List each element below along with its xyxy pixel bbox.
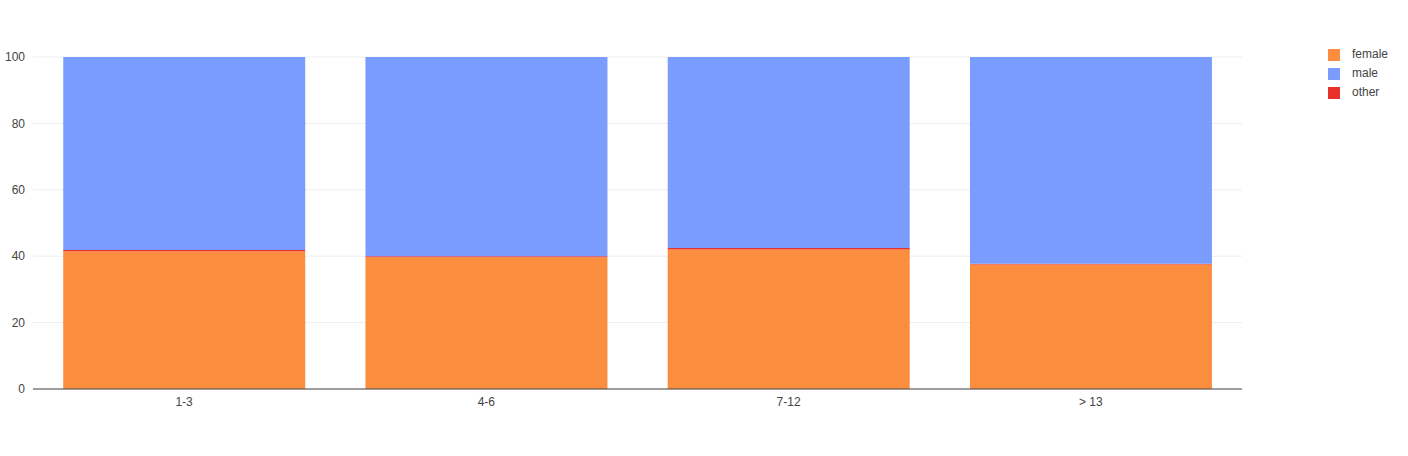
svg-text:20: 20 (12, 316, 26, 330)
html-text:male: male (1352, 66, 1378, 80)
svg-text:4-6: 4-6 (478, 395, 496, 409)
svg-text:1-3: 1-3 (175, 395, 193, 409)
html-text:female: female (1352, 47, 1388, 61)
svg-text:80: 80 (12, 117, 26, 131)
html-text:other: other (1352, 85, 1380, 99)
svg-text:40: 40 (12, 249, 26, 263)
svg-text:> 13: > 13 (1079, 395, 1103, 409)
svg-text:7-12: 7-12 (777, 395, 801, 409)
svg-text:100: 100 (8, 50, 25, 64)
svg-text:0: 0 (18, 382, 25, 396)
svg-text:60: 60 (12, 183, 26, 197)
